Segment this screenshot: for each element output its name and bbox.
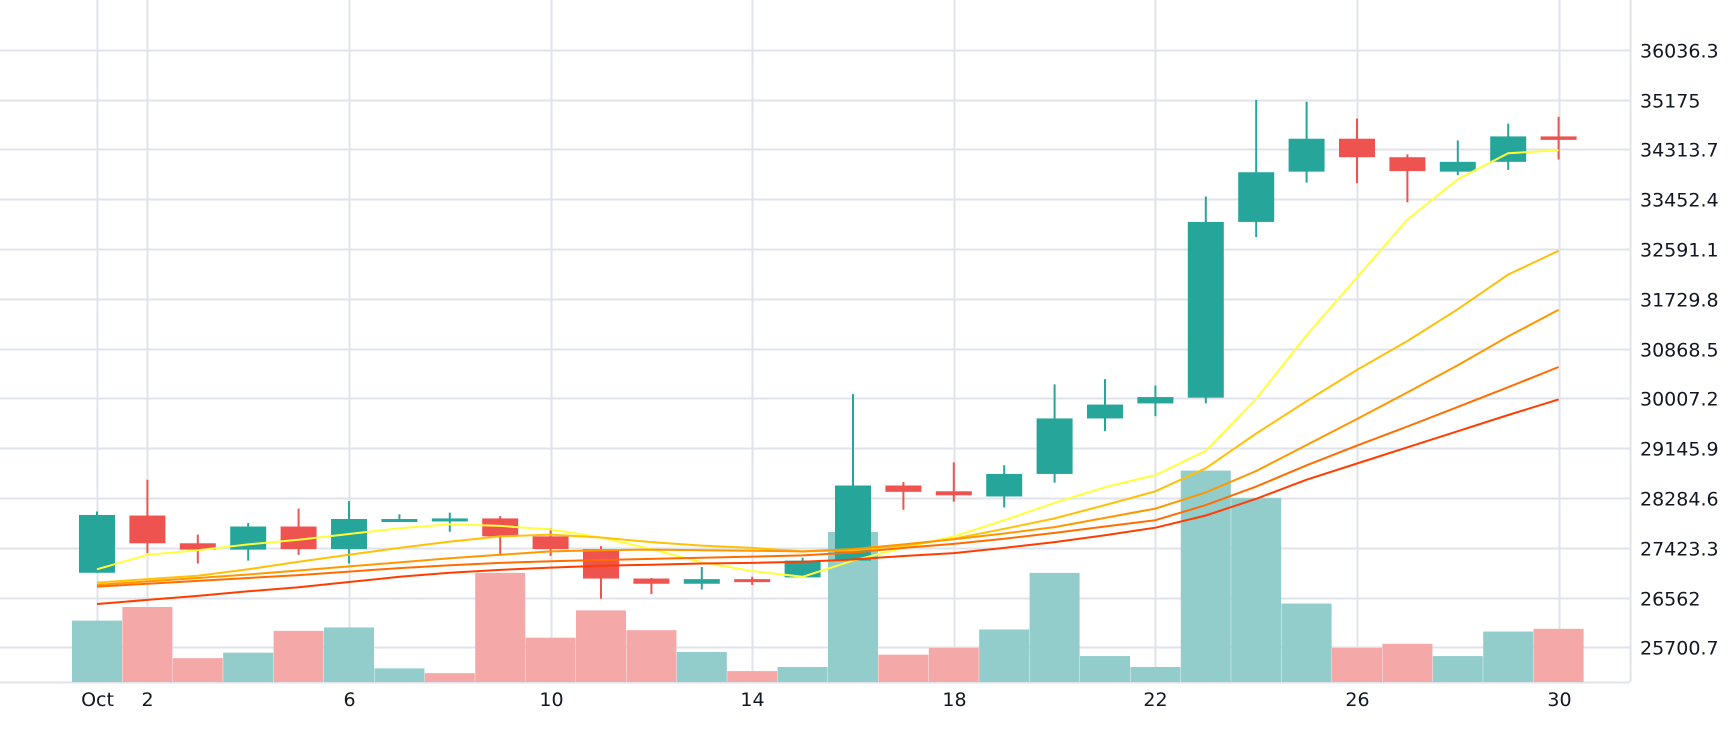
candle-body: [532, 536, 569, 550]
volume-bar: [1281, 603, 1332, 682]
volume-bar: [172, 658, 223, 682]
x-tick-label: 26: [1345, 689, 1369, 711]
x-tick-label: 6: [343, 689, 355, 711]
volume-bar: [1382, 643, 1433, 682]
candle-body: [1036, 418, 1073, 474]
volume-bar: [777, 666, 828, 682]
volume-bar: [475, 572, 526, 682]
volume-bar: [273, 630, 324, 682]
volume-bar: [1029, 572, 1080, 682]
candle-body: [583, 549, 619, 579]
x-tick-label: 22: [1143, 689, 1167, 711]
volume-bar: [626, 630, 677, 682]
volume-bar: [576, 610, 626, 682]
y-tick-label: 26562: [1640, 589, 1700, 611]
candle-body: [1087, 404, 1123, 419]
x-tick-label: 10: [539, 689, 563, 711]
moving-average-line: [96, 366, 1559, 588]
volume-bar: [878, 654, 929, 682]
y-tick-label: 35175: [1640, 91, 1700, 113]
candle-body: [79, 514, 115, 573]
y-tick-label: 32591.1: [1640, 240, 1719, 262]
volume-bars: [72, 470, 1584, 682]
y-tick-label: 33452.4: [1640, 190, 1719, 212]
candle-body: [1137, 397, 1174, 404]
moving-average-line: [96, 398, 1559, 605]
candle-body: [179, 543, 216, 550]
x-tick-label: Oct: [81, 689, 114, 711]
volume-bar: [223, 652, 274, 682]
candle-body: [381, 519, 418, 523]
volume-bar: [1483, 631, 1534, 682]
volume-bar: [928, 647, 979, 682]
volume-bar: [72, 620, 122, 682]
volume-bar: [424, 673, 475, 682]
x-tick-label: 14: [740, 689, 764, 711]
candle-body: [1389, 157, 1426, 172]
y-tick-label: 29145.9: [1640, 439, 1719, 461]
candle-body: [1238, 172, 1275, 222]
volume-bar: [1231, 497, 1282, 682]
candle-body: [129, 515, 166, 544]
volume-bar: [324, 627, 374, 682]
candle-body: [280, 526, 317, 550]
candle-body: [935, 491, 972, 496]
candle-body: [1288, 138, 1325, 172]
moving-average-line: [96, 308, 1560, 586]
candle-body: [482, 518, 519, 537]
x-tick-label: 2: [141, 689, 153, 711]
volume-bar: [1332, 647, 1382, 682]
volume-bar: [1533, 628, 1584, 682]
volume-bar: [525, 637, 576, 682]
y-tick-label: 30007.2: [1640, 389, 1719, 411]
y-tick-label: 34313.7: [1640, 140, 1719, 162]
candle-body: [1490, 136, 1527, 162]
candle-body: [1540, 136, 1577, 140]
volume-bar: [1080, 656, 1130, 682]
y-tick-label: 31729.8: [1640, 290, 1719, 312]
volume-bar: [1130, 666, 1181, 682]
candle-body: [431, 518, 468, 522]
moving-averages: [96, 149, 1560, 605]
y-tick-label: 27423.3: [1640, 539, 1719, 561]
candle-body: [1339, 138, 1375, 158]
candle-body: [986, 473, 1023, 497]
x-tick-label: 18: [942, 689, 966, 711]
volume-bar: [122, 606, 173, 682]
grid: [0, 0, 1632, 684]
candle-body: [885, 485, 922, 492]
volume-bar: [727, 671, 778, 682]
candle-body: [683, 579, 720, 584]
y-tick-label: 28284.6: [1640, 489, 1719, 511]
y-tick-label: 30868.5: [1640, 340, 1719, 362]
volume-bar: [676, 651, 727, 682]
y-tick-label: 36036.3: [1640, 41, 1719, 63]
y-axis: 36036.3 35175 34313.7 33452.4 32591.1 31729.8…: [1640, 41, 1719, 660]
moving-average-line: [96, 149, 1559, 578]
candle-body: [734, 579, 771, 583]
x-tick-label: 30: [1547, 689, 1571, 711]
candle-body: [1439, 161, 1476, 172]
candle-body: [633, 578, 670, 584]
candle-body: [1187, 221, 1224, 398]
y-tick-label: 25700.7: [1640, 638, 1719, 660]
volume-bar: [374, 668, 425, 682]
volume-bar: [979, 629, 1030, 682]
volume-bar: [1432, 656, 1483, 682]
x-axis: Oct 2 6 10 14 18 22 26 30: [81, 689, 1572, 711]
volume-bar: [1180, 470, 1231, 682]
